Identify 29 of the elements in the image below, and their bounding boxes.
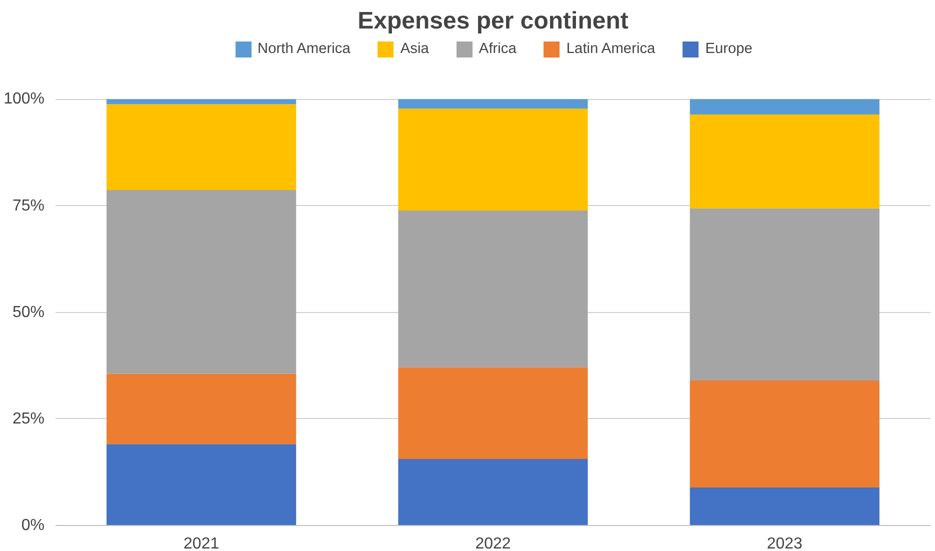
legend-label: Latin America (566, 41, 656, 57)
x-tick-label: 2023 (766, 536, 803, 551)
bar (690, 114, 880, 208)
y-tick-label: 75% (12, 197, 45, 214)
bar (398, 458, 588, 526)
legend-label: North America (258, 41, 350, 57)
x-tick-label: 2022 (475, 536, 511, 551)
legend-label: Europe (705, 41, 752, 57)
bar (690, 488, 880, 526)
bar (398, 108, 588, 210)
y-tick-label: 100% (4, 90, 44, 108)
bar (690, 208, 880, 381)
bar (398, 210, 588, 368)
bar (690, 380, 880, 488)
bar (398, 367, 588, 459)
bar (106, 99, 296, 104)
bar (106, 444, 296, 526)
bar (690, 99, 880, 115)
x-tick-label: 2021 (184, 536, 220, 551)
bar (106, 190, 296, 374)
y-tick-label: 50% (12, 304, 45, 321)
bar (106, 104, 296, 190)
y-tick-label: 0% (21, 517, 44, 534)
chart-title: Expenses per continent (358, 8, 628, 34)
bar (398, 99, 588, 109)
legend-label: Asia (400, 41, 429, 57)
y-tick-label: 25% (12, 410, 45, 428)
legend-label: Africa (478, 41, 516, 57)
bar (106, 374, 296, 444)
